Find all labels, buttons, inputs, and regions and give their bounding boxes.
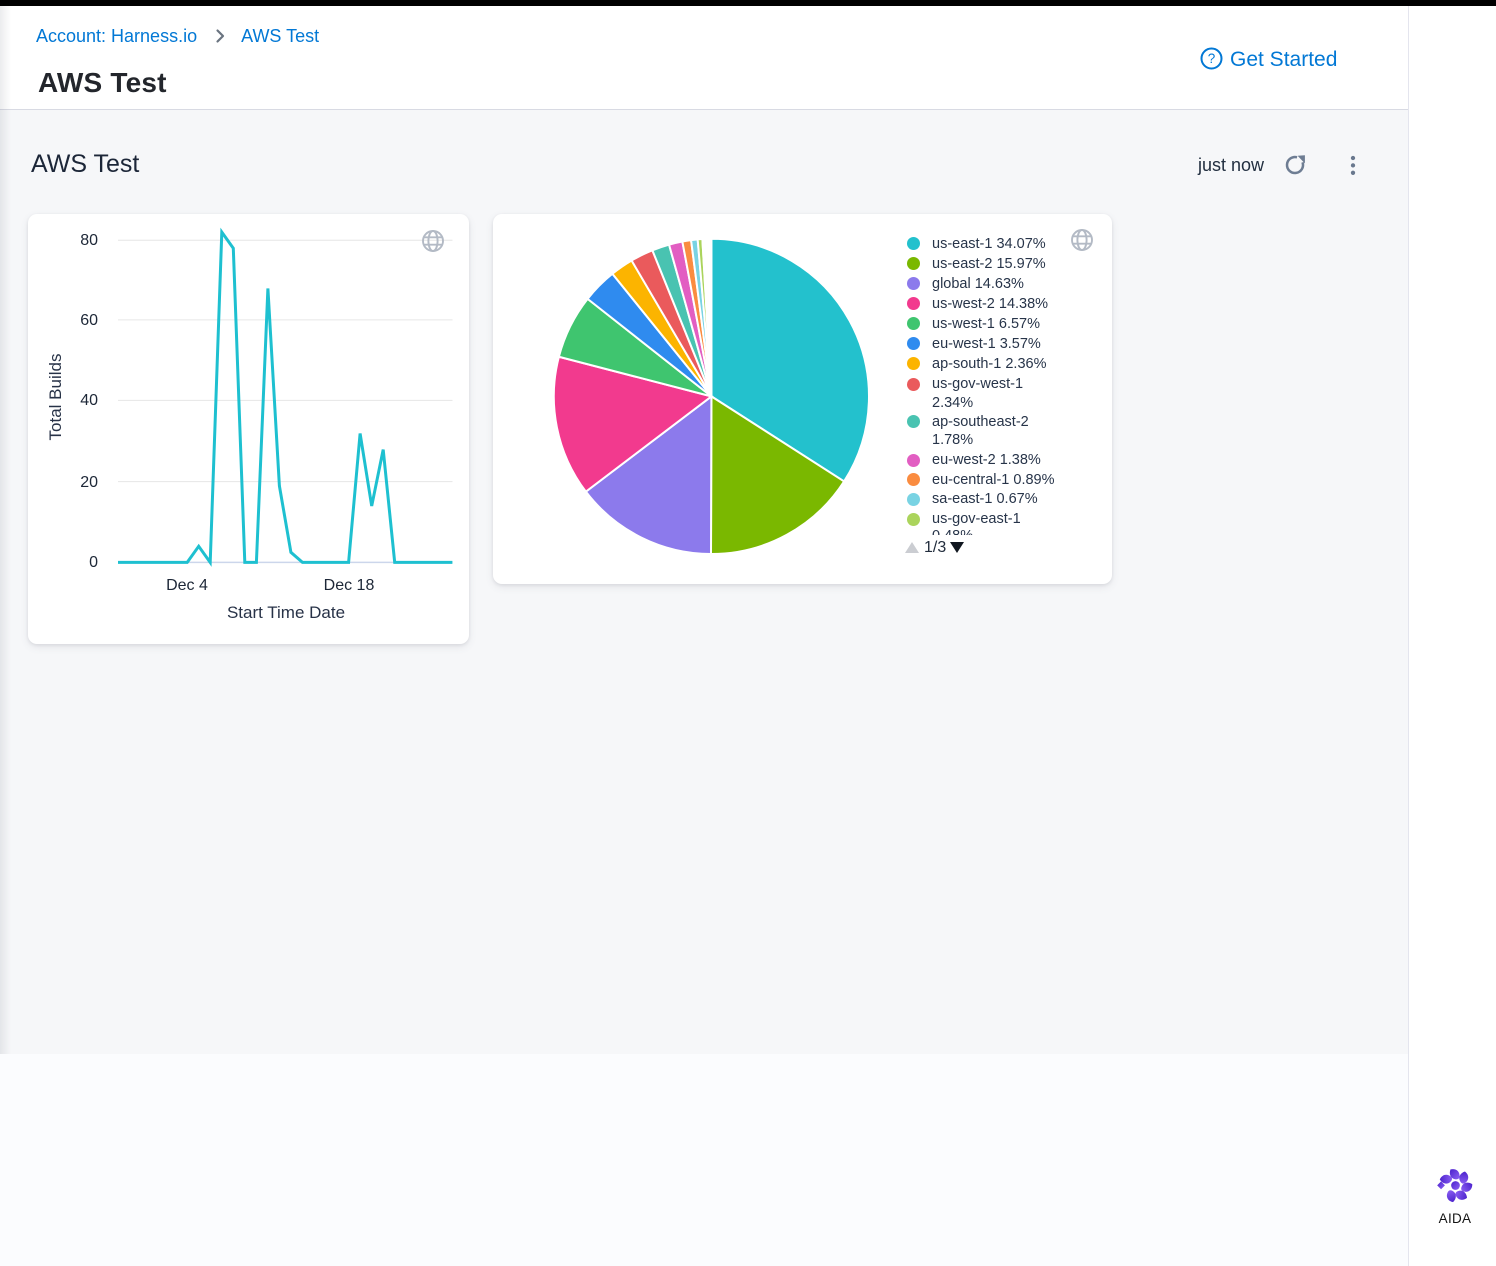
svg-text:?: ? (1208, 51, 1216, 66)
